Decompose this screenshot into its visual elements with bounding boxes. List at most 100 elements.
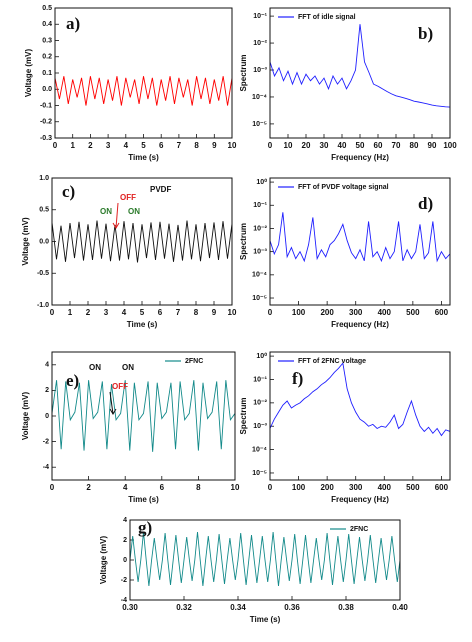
panel: 0 1 2 3 4 5 6 7 8 9 10 -1.0 -0.5 0.0 0.5 1.0 Time (s) Vol… bbox=[21, 175, 237, 329]
series-line bbox=[270, 362, 450, 437]
panel: 0 1 2 3 4 5 6 7 8 9 10 -0.3 -0.2 -0.1 0.0 0.1 0.2 0.3 0.4 0… bbox=[24, 5, 237, 162]
x-tick-label: 2 bbox=[86, 483, 91, 492]
y-tick-label: 10⁻³ bbox=[253, 67, 267, 74]
x-tick-label: 7 bbox=[177, 141, 182, 150]
x-tick-label: 7 bbox=[176, 308, 181, 317]
x-tick-label: 100 bbox=[292, 483, 306, 492]
y-tick-label: 10⁻⁵ bbox=[252, 295, 267, 302]
x-tick-label: 10 bbox=[228, 141, 237, 150]
annotation: OFF bbox=[112, 382, 128, 391]
legend-label: FFT of idle signal bbox=[298, 14, 356, 21]
x-tick-label: 0 bbox=[50, 483, 55, 492]
panel: 0.30 0.32 0.34 0.36 0.38 0.40 -4 -2 0 2 4 2FNC Time … bbox=[99, 517, 408, 624]
x-tick-label: 500 bbox=[406, 483, 420, 492]
series-line bbox=[270, 212, 450, 263]
x-axis-label: Frequency (Hz) bbox=[331, 495, 389, 504]
x-tick-label: 0 bbox=[50, 308, 55, 317]
x-axis-label: Frequency (Hz) bbox=[331, 153, 389, 162]
y-tick-label: 0.0 bbox=[42, 86, 52, 93]
y-tick-label: 0.4 bbox=[42, 21, 52, 28]
x-tick-label: 10 bbox=[231, 483, 240, 492]
series-line bbox=[270, 24, 450, 108]
y-axis-label: Spectrum bbox=[239, 55, 248, 92]
x-tick-label: 0 bbox=[268, 308, 273, 317]
x-tick-label: 300 bbox=[349, 308, 363, 317]
y-tick-label: 10⁻³ bbox=[253, 423, 267, 430]
x-tick-label: 0.38 bbox=[338, 603, 354, 612]
y-tick-label: 10⁰ bbox=[256, 352, 267, 360]
panel-letter: b) bbox=[418, 24, 433, 43]
x-tick-label: 60 bbox=[374, 141, 383, 150]
y-tick-label: 4 bbox=[123, 517, 127, 524]
panel: 0 100 200 300 400 500 600 10⁰ 10⁻¹ 10⁻² 10⁻³ 10⁻⁴ 10… bbox=[239, 351, 451, 504]
x-tick-label: 4 bbox=[124, 141, 129, 150]
y-tick-label: -4 bbox=[43, 464, 49, 471]
legend-label: FFT of PVDF voltage signal bbox=[298, 184, 389, 191]
panel-letter: g) bbox=[138, 518, 152, 537]
legend-label: FFT of 2FNC voltage bbox=[298, 358, 366, 365]
x-tick-label: 4 bbox=[122, 308, 127, 317]
x-tick-label: 30 bbox=[320, 141, 329, 150]
plot-frame bbox=[269, 177, 451, 306]
y-axis-label: Voltage (mV) bbox=[21, 217, 30, 266]
annotation-arrow bbox=[115, 202, 119, 229]
x-tick-label: 2 bbox=[86, 308, 91, 317]
x-tick-label: 10 bbox=[228, 308, 237, 317]
y-tick-label: -4 bbox=[121, 597, 127, 604]
x-tick-label: 600 bbox=[435, 308, 449, 317]
series-line bbox=[55, 76, 232, 106]
x-tick-label: 200 bbox=[320, 483, 334, 492]
y-tick-label: -0.3 bbox=[40, 135, 52, 142]
x-tick-label: 6 bbox=[159, 141, 164, 150]
legend-label: 2FNC bbox=[350, 526, 368, 533]
x-tick-label: 0.36 bbox=[284, 603, 300, 612]
y-tick-label: -0.2 bbox=[40, 119, 52, 126]
x-tick-label: 9 bbox=[212, 141, 217, 150]
x-axis-label: Time (s) bbox=[127, 320, 158, 329]
y-tick-label: -0.1 bbox=[40, 102, 52, 109]
x-tick-label: 300 bbox=[349, 483, 363, 492]
y-tick-label: 10⁻¹ bbox=[253, 376, 267, 383]
x-tick-label: 10 bbox=[284, 141, 293, 150]
y-tick-label: 0.2 bbox=[42, 54, 52, 61]
y-tick-label: -2 bbox=[121, 577, 127, 584]
arrow-head bbox=[109, 408, 117, 415]
panel-letter: a) bbox=[66, 14, 80, 33]
y-tick-label: 0 bbox=[45, 413, 49, 420]
x-tick-label: 100 bbox=[292, 308, 306, 317]
series-line bbox=[52, 380, 235, 452]
x-tick-label: 90 bbox=[428, 141, 437, 150]
y-tick-label: 10⁻³ bbox=[253, 248, 267, 255]
y-tick-label: 10⁻⁴ bbox=[252, 94, 267, 101]
x-tick-label: 70 bbox=[392, 141, 401, 150]
y-tick-label: 10⁻⁵ bbox=[252, 470, 267, 477]
arrow-head bbox=[112, 222, 120, 229]
y-tick-label: 0.5 bbox=[39, 207, 49, 214]
x-tick-label: 5 bbox=[141, 141, 146, 150]
annotation-arrow bbox=[109, 391, 114, 415]
x-axis-label: Frequency (Hz) bbox=[331, 320, 389, 329]
y-tick-label: 0.5 bbox=[42, 5, 52, 12]
panel-letter: f) bbox=[292, 369, 303, 388]
y-tick-label: 10⁻¹ bbox=[253, 13, 267, 20]
series-line bbox=[130, 531, 400, 587]
plot-frame bbox=[51, 177, 233, 306]
y-tick-label: 10⁻² bbox=[253, 225, 267, 232]
y-axis-label: Spectrum bbox=[239, 398, 248, 435]
y-tick-label: 10⁻² bbox=[253, 400, 267, 407]
panel: 0 2 4 6 8 10 -4 -2 0 2 4 2FNC Time (s) Voltage (mV) e)… bbox=[21, 351, 240, 504]
x-tick-label: 2 bbox=[88, 141, 93, 150]
y-axis-label: Spectrum bbox=[239, 223, 248, 260]
x-tick-label: 80 bbox=[410, 141, 419, 150]
y-tick-label: -1.0 bbox=[37, 302, 49, 309]
annotation: ON bbox=[128, 207, 140, 216]
y-tick-label: -2 bbox=[43, 438, 49, 445]
plot-frame bbox=[54, 7, 233, 139]
x-tick-label: 200 bbox=[320, 308, 334, 317]
plot-frame bbox=[129, 519, 401, 601]
x-tick-label: 400 bbox=[378, 308, 392, 317]
y-tick-label: 10⁻⁵ bbox=[252, 121, 267, 128]
series-line bbox=[52, 220, 232, 263]
panel: 0 10 20 30 40 50 60 70 80 90 100 10⁻¹ 10⁻² 10⁻³ 10⁻⁴ 10… bbox=[239, 7, 457, 162]
